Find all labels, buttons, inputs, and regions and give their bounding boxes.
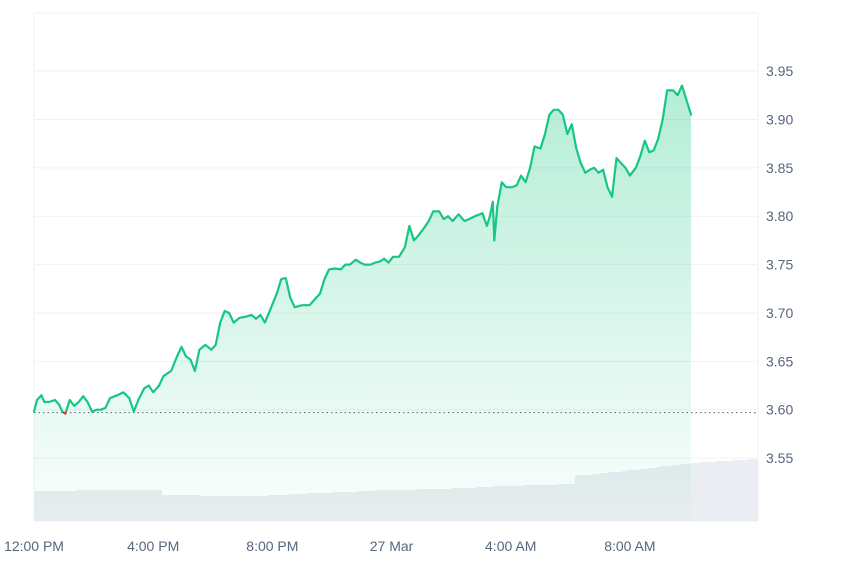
price-area-fill bbox=[34, 85, 691, 521]
volume-bar bbox=[732, 460, 738, 521]
y-tick-label: 3.70 bbox=[766, 305, 793, 321]
volume-bar bbox=[719, 461, 725, 521]
y-tick-label: 3.55 bbox=[766, 450, 793, 466]
y-tick-label: 3.60 bbox=[766, 402, 793, 418]
y-tick-label: 3.90 bbox=[766, 111, 793, 127]
volume-bar bbox=[749, 459, 755, 521]
x-tick-label: 8:00 AM bbox=[604, 538, 655, 554]
volume-bar bbox=[706, 462, 712, 521]
y-axis-ticks: 3.55 3.60 3.65 3.70 3.75 3.80 3.85 3.90 3.95 bbox=[766, 63, 793, 466]
volume-bar bbox=[711, 462, 716, 521]
y-tick-label: 3.75 bbox=[766, 257, 793, 273]
price-line[interactable] bbox=[32, 84, 693, 415]
volume-bar bbox=[702, 462, 708, 521]
y-tick-label: 3.80 bbox=[766, 208, 793, 224]
y-tick-label: 3.65 bbox=[766, 353, 793, 369]
volume-bar bbox=[723, 461, 729, 521]
volume-bar bbox=[740, 460, 746, 521]
x-tick-label: 4:00 PM bbox=[127, 538, 179, 554]
volume-bar bbox=[715, 461, 720, 521]
volume-bar bbox=[698, 462, 703, 521]
x-axis-ticks: 12:00 PM 4:00 PM 8:00 PM 27 Mar 4:00 AM 8:00 … bbox=[4, 538, 656, 554]
y-tick-label: 3.85 bbox=[766, 160, 793, 176]
x-tick-label: 4:00 AM bbox=[485, 538, 536, 554]
below-baseline-segments bbox=[62, 411, 67, 415]
volume-bar bbox=[745, 460, 750, 521]
volume-bar bbox=[728, 461, 733, 521]
x-tick-label: 27 Mar bbox=[370, 538, 414, 554]
y-tick-label: 3.95 bbox=[766, 63, 793, 79]
volume-bar bbox=[689, 463, 695, 521]
volume-bar bbox=[753, 459, 759, 521]
volume-bar bbox=[694, 463, 699, 521]
volume-bar bbox=[736, 460, 742, 521]
x-tick-label: 8:00 PM bbox=[246, 538, 298, 554]
x-tick-label: 12:00 PM bbox=[4, 538, 64, 554]
